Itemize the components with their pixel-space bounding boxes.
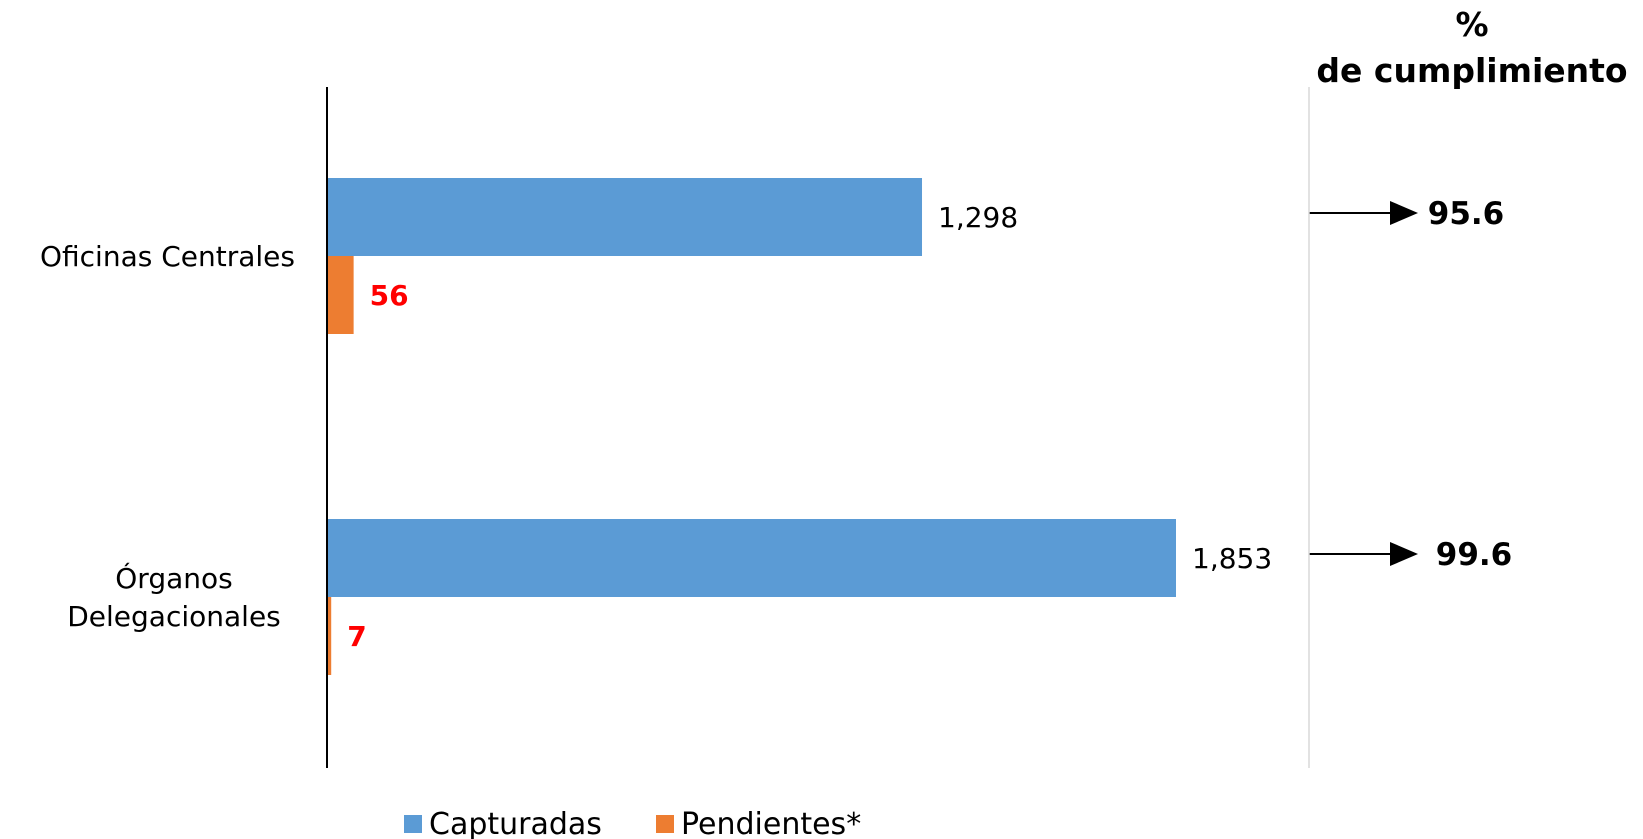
legend-swatch-pendientes [656, 815, 674, 833]
bar-pendientes-0 [328, 256, 354, 334]
bars-layer: 1,298 56 Oficinas Centrales 95.6 1,853 7 Órgan… [40, 178, 1512, 675]
percent-value-0: 95.6 [1428, 196, 1505, 232]
bar-capturadas-1 [328, 519, 1176, 597]
legend: Capturadas Pendientes* [404, 807, 861, 839]
percent-header-line-1: % [1455, 5, 1488, 44]
legend-swatch-capturadas [404, 815, 422, 833]
percent-arrow-head-0 [1390, 201, 1418, 225]
category-label-1-0: Órganos [115, 561, 232, 595]
percent-header-line-2: de cumplimiento [1316, 51, 1627, 90]
category-label-0-0: Oficinas Centrales [40, 240, 295, 273]
category-label-1-1: Delegacionales [67, 600, 281, 633]
percent-arrow-head-1 [1390, 542, 1418, 566]
data-label-pendientes-1: 7 [347, 620, 366, 653]
data-label-capturadas-0: 1,298 [938, 201, 1018, 234]
bar-capturadas-0 [328, 178, 923, 256]
legend-label-capturadas: Capturadas [429, 807, 602, 839]
bar-pendientes-1 [328, 597, 332, 675]
percent-value-1: 99.6 [1436, 537, 1513, 573]
data-label-capturadas-1: 1,853 [1192, 542, 1272, 575]
legend-label-pendientes: Pendientes* [681, 807, 861, 839]
data-label-pendientes-0: 56 [370, 279, 409, 312]
